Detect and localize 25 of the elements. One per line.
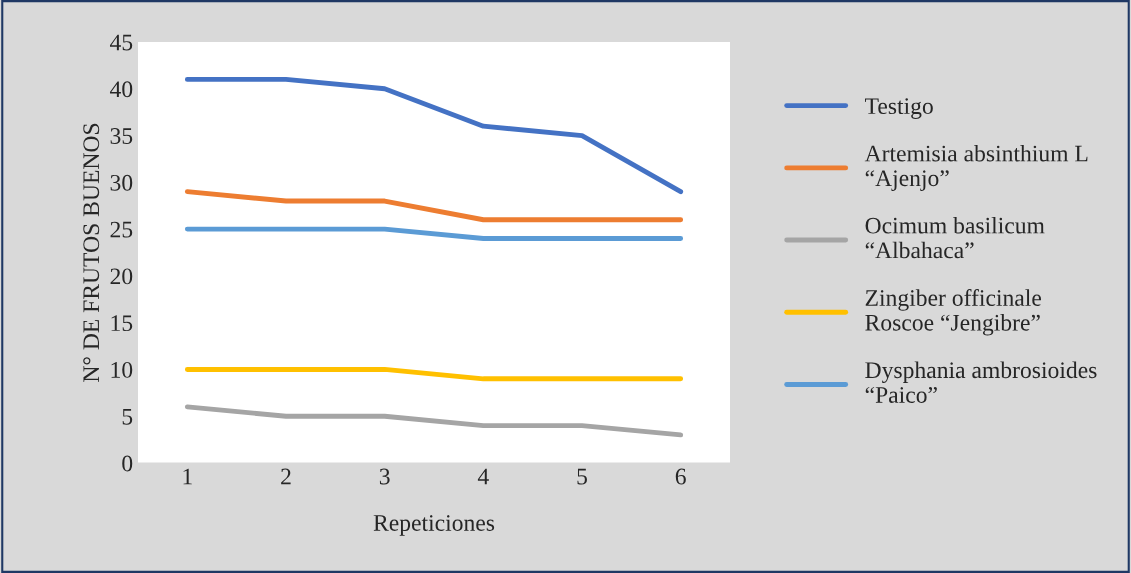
y-tick-label: 0 (122, 455, 133, 472)
x-tick-label: 1 (183, 468, 192, 485)
x-axis-title: Repeticiones (373, 515, 495, 536)
legend-label: Artemisia absinthium L “Ajenjo” (864, 144, 1088, 192)
legend-label: Testigo (865, 98, 933, 119)
y-tick-label: 15 (111, 315, 133, 332)
x-tick-label: 3 (379, 468, 390, 485)
line-series (184, 76, 684, 195)
x-tick-label: 2 (281, 468, 291, 485)
y-tick-label: 20 (110, 268, 133, 285)
y-tick-label: 25 (110, 221, 133, 238)
y-axis-title: N° DE FRUTOS BUENOS (83, 123, 100, 382)
y-tick-label: 5 (122, 408, 133, 425)
y-tick-label: 30 (110, 174, 133, 191)
y-tick-label: 45 (109, 34, 133, 51)
x-tick-label: 6 (675, 468, 686, 485)
y-tick-label: 35 (110, 128, 133, 144)
legend-label: Dysphania ambrosioides “Paico” (865, 361, 1097, 403)
line-series (184, 404, 684, 438)
x-tick-label: 4 (477, 468, 489, 485)
y-tick-label: 10 (111, 361, 133, 378)
x-tick-label: 5 (577, 468, 587, 485)
legend-label: Ocimum basilicum “Albahaca” (865, 216, 1045, 259)
legend-label: Zingiber officinale Roscoe “Jengibre” (865, 289, 1042, 336)
y-tick-label: 40 (109, 81, 133, 98)
